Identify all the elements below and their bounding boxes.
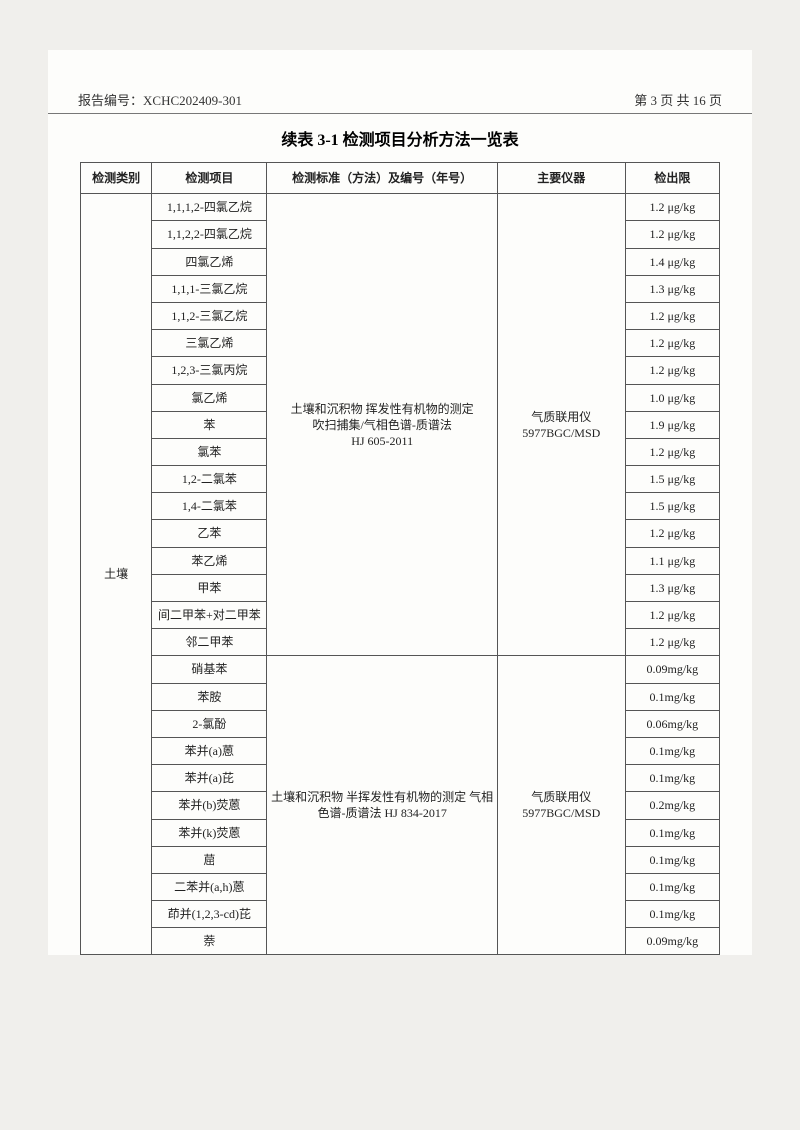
- cell: 1.2 μg/kg: [625, 438, 719, 465]
- table-row: 土壤1,1,1,2-四氯乙烷土壤和沉积物 挥发性有机物的测定吹扫捕集/气相色谱-…: [81, 194, 720, 221]
- cell: 0.2mg/kg: [625, 792, 719, 819]
- cell: 1,1,1,2-四氯乙烷: [152, 194, 267, 221]
- col-category: 检测类别: [81, 163, 152, 194]
- col-instrument: 主要仪器: [497, 163, 625, 194]
- cell: 土壤和沉积物 挥发性有机物的测定吹扫捕集/气相色谱-质谱法HJ 605-2011: [267, 194, 497, 656]
- col-standard: 检测标准（方法）及编号（年号）: [267, 163, 497, 194]
- cell: 0.1mg/kg: [625, 819, 719, 846]
- cell: 1.2 μg/kg: [625, 221, 719, 248]
- cell: 茚并(1,2,3-cd)芘: [152, 901, 267, 928]
- cell: 甲苯: [152, 574, 267, 601]
- cell: 气质联用仪5977BGC/MSD: [497, 194, 625, 656]
- cell: 乙苯: [152, 520, 267, 547]
- cell: 1.2 μg/kg: [625, 520, 719, 547]
- cell: 萘: [152, 928, 267, 955]
- cell: 土壤: [81, 194, 152, 955]
- cell: 0.1mg/kg: [625, 901, 719, 928]
- cell: 苯并(b)荧蒽: [152, 792, 267, 819]
- analysis-methods-table: 检测类别 检测项目 检测标准（方法）及编号（年号） 主要仪器 检出限 土壤1,1…: [80, 162, 720, 955]
- cell: 1.2 μg/kg: [625, 194, 719, 221]
- cell: 苯: [152, 411, 267, 438]
- cell: 0.1mg/kg: [625, 683, 719, 710]
- table-row: 硝基苯土壤和沉积物 半挥发性有机物的测定 气相色谱-质谱法 HJ 834-201…: [81, 656, 720, 683]
- cell: 0.06mg/kg: [625, 710, 719, 737]
- col-item: 检测项目: [152, 163, 267, 194]
- cell: 1.2 μg/kg: [625, 629, 719, 656]
- cell: 苯并(a)芘: [152, 765, 267, 792]
- page-counter: 第 3 页 共 16 页: [634, 90, 722, 109]
- cell: 1.5 μg/kg: [625, 466, 719, 493]
- cell: 1.2 μg/kg: [625, 330, 719, 357]
- cell: 1,1,2-三氯乙烷: [152, 302, 267, 329]
- cell: 四氯乙烯: [152, 248, 267, 275]
- cell: 0.1mg/kg: [625, 737, 719, 764]
- cell: 0.09mg/kg: [625, 928, 719, 955]
- cell: 1.2 μg/kg: [625, 302, 719, 329]
- cell: 0.1mg/kg: [625, 765, 719, 792]
- cell: 氯乙烯: [152, 384, 267, 411]
- cell: 0.1mg/kg: [625, 873, 719, 900]
- cell: 气质联用仪5977BGC/MSD: [497, 656, 625, 955]
- cell: 1.1 μg/kg: [625, 547, 719, 574]
- cell: 苯乙烯: [152, 547, 267, 574]
- cell: 1,1,2,2-四氯乙烷: [152, 221, 267, 248]
- cell: 土壤和沉积物 半挥发性有机物的测定 气相色谱-质谱法 HJ 834-2017: [267, 656, 497, 955]
- cell: 1.2 μg/kg: [625, 602, 719, 629]
- table-body: 土壤1,1,1,2-四氯乙烷土壤和沉积物 挥发性有机物的测定吹扫捕集/气相色谱-…: [81, 194, 720, 955]
- page-header: 报告编号：XCHC202409-301 第 3 页 共 16 页: [48, 50, 752, 114]
- cell: 1.2 μg/kg: [625, 357, 719, 384]
- cell: 三氯乙烯: [152, 330, 267, 357]
- cell: 1.3 μg/kg: [625, 275, 719, 302]
- table-title: 续表 3-1 检测项目分析方法一览表: [48, 126, 752, 150]
- cell: 1.9 μg/kg: [625, 411, 719, 438]
- cell: 苯并(a)蒽: [152, 737, 267, 764]
- cell: 苯并(k)荧蒽: [152, 819, 267, 846]
- cell: 苯胺: [152, 683, 267, 710]
- cell: 2-氯酚: [152, 710, 267, 737]
- cell: 0.09mg/kg: [625, 656, 719, 683]
- cell: 1,4-二氯苯: [152, 493, 267, 520]
- cell: 䓛: [152, 846, 267, 873]
- cell: 1.3 μg/kg: [625, 574, 719, 601]
- table-header: 检测类别 检测项目 检测标准（方法）及编号（年号） 主要仪器 检出限: [81, 163, 720, 194]
- cell: 1,2,3-三氯丙烷: [152, 357, 267, 384]
- cell: 间二甲苯+对二甲苯: [152, 602, 267, 629]
- cell: 二苯并(a,h)蒽: [152, 873, 267, 900]
- cell: 1,2-二氯苯: [152, 466, 267, 493]
- cell: 1,1,1-三氯乙烷: [152, 275, 267, 302]
- cell: 1.0 μg/kg: [625, 384, 719, 411]
- cell: 邻二甲苯: [152, 629, 267, 656]
- report-number: 报告编号：XCHC202409-301: [78, 90, 242, 109]
- cell: 硝基苯: [152, 656, 267, 683]
- cell: 1.5 μg/kg: [625, 493, 719, 520]
- col-limit: 检出限: [625, 163, 719, 194]
- cell: 1.4 μg/kg: [625, 248, 719, 275]
- cell: 0.1mg/kg: [625, 846, 719, 873]
- cell: 氯苯: [152, 438, 267, 465]
- page: 报告编号：XCHC202409-301 第 3 页 共 16 页 续表 3-1 …: [48, 50, 752, 955]
